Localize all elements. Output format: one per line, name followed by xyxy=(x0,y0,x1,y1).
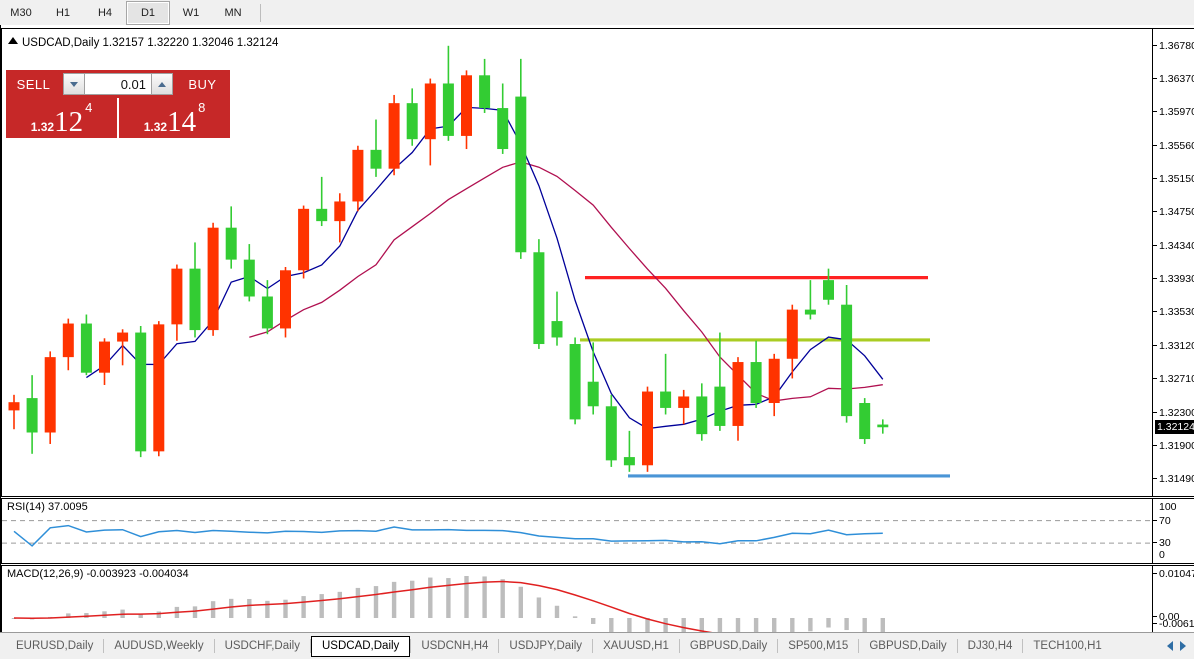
tab-scroll-arrows xyxy=(1167,641,1194,651)
price-axis-scale[interactable]: 1.36780 1.36370 1.35970 1.35560 1.35150 1.347… xyxy=(1153,28,1194,497)
tabs-holder: EURUSD,Daily AUDUSD,Weekly USDCHF,Daily USD… xyxy=(6,635,1112,657)
chart-tab-xauusd-h1[interactable]: XAUUSD,H1 xyxy=(603,640,669,652)
buy-button[interactable]: BUY xyxy=(175,70,230,98)
lot-increment-button[interactable] xyxy=(151,73,173,95)
tab-divider xyxy=(103,639,105,653)
price-tick: 1.33930 xyxy=(1153,273,1194,285)
macd-label: MACD(12,26,9) -0.003923 -0.004034 xyxy=(7,568,189,580)
chart-tab-usdcnh-h4[interactable]: USDCNH,H4 xyxy=(421,640,489,652)
scroll-left-icon[interactable] xyxy=(1167,641,1173,651)
price-tick: 1.36370 xyxy=(1153,73,1194,85)
tab-divider xyxy=(777,639,779,653)
tab-divider xyxy=(309,639,311,653)
chart-tab-audusd-weekly[interactable]: AUDUSD,Weekly xyxy=(114,640,204,652)
macd-axis-scale: 0.010471 0.00-0.006164 xyxy=(1153,565,1194,633)
rsi-axis-scale: 100 70 30 0 xyxy=(1153,498,1194,564)
lot-decrement-button[interactable] xyxy=(63,73,85,95)
chart-tab-tech100-h1[interactable]: TECH100,H1 xyxy=(1033,640,1102,652)
tab-divider xyxy=(678,639,680,653)
tab-divider xyxy=(410,639,412,653)
chart-tab-usdchf-daily[interactable]: USDCHF,Daily xyxy=(224,640,300,652)
macd-pane[interactable]: MACD(12,26,9) -0.003923 -0.004034 xyxy=(1,565,1153,633)
chart-tab-eurusd-daily[interactable]: EURUSD,Daily xyxy=(16,640,94,652)
chart-tab-gbpusd-daily[interactable]: GBPUSD,Daily xyxy=(869,640,947,652)
chart-tab-sp500-m15[interactable]: SP500,M15 xyxy=(788,640,849,652)
oct-top-row: SELL 0.01 BUY xyxy=(6,70,230,98)
lot-size-input[interactable]: 0.01 xyxy=(85,73,151,95)
macd-tick: 0.00 xyxy=(1153,611,1179,623)
price-chart-svg xyxy=(8,45,950,478)
timeframe-m30[interactable]: M30 xyxy=(10,6,32,19)
chart-title-bar: USDCAD,Daily 1.32157 1.32220 1.32046 1.3… xyxy=(8,37,278,49)
toolbar-divider xyxy=(260,3,261,22)
sell-price-fraction: 4 xyxy=(85,100,93,115)
tab-divider xyxy=(956,639,958,653)
timeframe-w1[interactable]: W1 xyxy=(182,6,200,19)
price-tick: 1.32300 xyxy=(1153,407,1194,419)
rsi-tick: 0 xyxy=(1159,549,1165,561)
triangle-up-icon xyxy=(8,37,18,44)
oct-price-row: 1.32 12 4 1.32 14 8 xyxy=(6,98,230,138)
buy-price-fraction: 8 xyxy=(198,100,206,115)
tab-divider xyxy=(858,639,860,653)
rsi-chart-svg xyxy=(2,520,1152,547)
chart-tab-usdcad-daily[interactable]: USDCAD,Daily xyxy=(310,635,411,657)
price-tick: 1.36780 xyxy=(1153,40,1194,52)
price-tick: 1.33120 xyxy=(1153,340,1194,352)
price-tick: 1.35970 xyxy=(1153,106,1194,118)
sell-button[interactable]: SELL xyxy=(6,70,61,98)
chart-tab-gbpusd-daily[interactable]: GBPUSD,Daily xyxy=(689,640,768,652)
timeframe-mn[interactable]: MN xyxy=(224,6,242,19)
macd-chart-svg xyxy=(11,576,885,632)
chart-tab-bar: EURUSD,Daily AUDUSD,Weekly USDCHF,Daily USD… xyxy=(0,632,1194,659)
sell-price-display[interactable]: 1.32 12 4 xyxy=(6,98,117,138)
sell-price-main: 12 xyxy=(54,106,84,138)
buy-price-prefix: 1.32 xyxy=(143,120,168,134)
chart-tab-usdjpy-daily[interactable]: USDJPY,Daily xyxy=(509,640,583,652)
price-tick: 1.31900 xyxy=(1153,440,1194,452)
timeframe-toolbar: M30 H1 H4 D1 W1 MN xyxy=(0,0,1194,26)
timeframe-h1[interactable]: H1 xyxy=(55,6,71,19)
chart-window: USDCAD,Daily 1.32157 1.32220 1.32046 1.3… xyxy=(0,25,1194,649)
rsi-tick: 70 xyxy=(1153,515,1171,527)
price-tick: 1.31490 xyxy=(1153,473,1194,485)
rsi-tick: 100 xyxy=(1159,501,1177,513)
buy-price-display[interactable]: 1.32 14 8 xyxy=(117,98,230,138)
timeframe-h4[interactable]: H4 xyxy=(97,6,113,19)
tab-divider xyxy=(213,639,215,653)
timeframe-d1[interactable]: D1 xyxy=(126,0,170,25)
tab-divider xyxy=(1022,639,1024,653)
tab-divider xyxy=(592,639,594,653)
one-click-trading-panel[interactable]: SELL 0.01 BUY 1.32 12 4 1.32 14 8 xyxy=(6,70,230,138)
price-tick: 1.34750 xyxy=(1153,206,1194,218)
rsi-tick: 30 xyxy=(1153,537,1171,549)
scroll-right-icon[interactable] xyxy=(1180,641,1186,651)
current-price-label: 1.32124 xyxy=(1155,420,1194,435)
chevron-up-icon xyxy=(158,81,166,87)
rsi-label: RSI(14) 37.0095 xyxy=(7,501,88,513)
buy-price-main: 14 xyxy=(167,106,197,138)
price-tick: 1.34340 xyxy=(1153,240,1194,252)
price-tick: 1.35150 xyxy=(1153,173,1194,185)
price-tick: 1.32710 xyxy=(1153,373,1194,385)
rsi-pane[interactable]: RSI(14) 37.0095 xyxy=(1,498,1153,564)
price-tick: 1.35560 xyxy=(1153,140,1194,152)
chevron-down-icon xyxy=(70,81,78,87)
chart-title-text: USDCAD,Daily 1.32157 1.32220 1.32046 1.3… xyxy=(22,37,279,49)
price-tick: 1.33530 xyxy=(1153,306,1194,318)
sell-price-prefix: 1.32 xyxy=(30,120,55,134)
macd-tick: -0.006164 xyxy=(1153,618,1194,630)
macd-tick: 0.010471 xyxy=(1153,568,1194,580)
lot-size-stepper[interactable]: 0.01 xyxy=(61,70,175,98)
tab-divider xyxy=(498,639,500,653)
chart-tab-dj30-h4[interactable]: DJ30,H4 xyxy=(967,640,1013,652)
